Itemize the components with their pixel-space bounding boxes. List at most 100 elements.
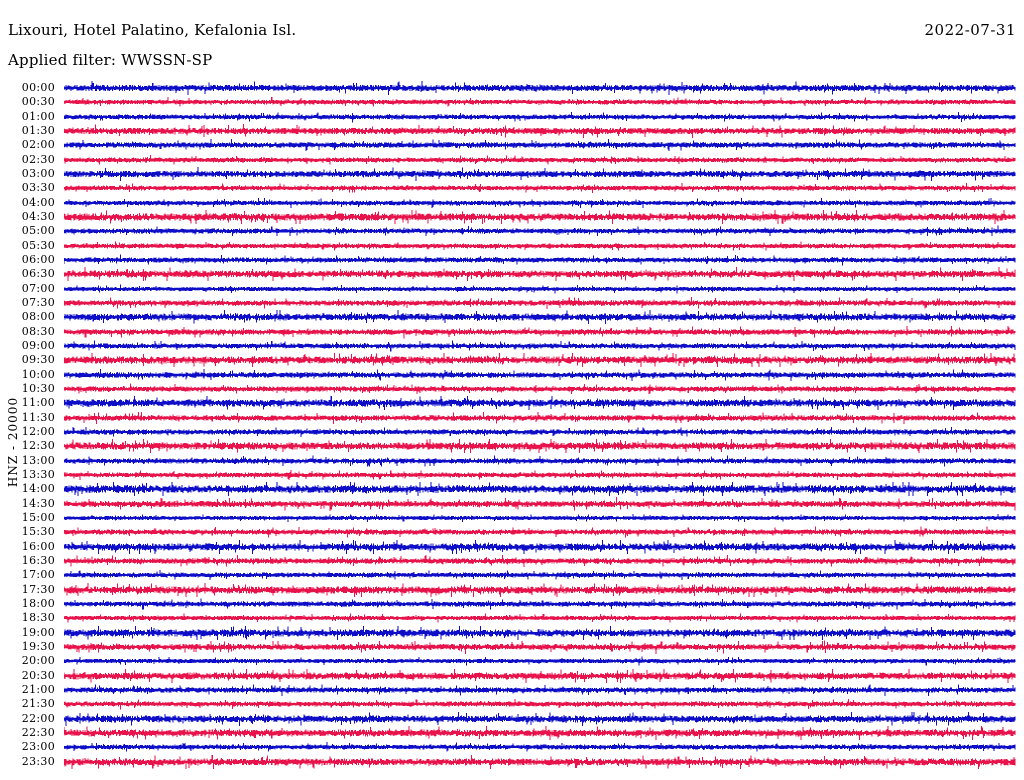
time-label: 11:30 — [21, 410, 55, 424]
time-label: 09:00 — [21, 339, 55, 353]
waveform-path — [64, 684, 1016, 697]
trace-row: 06:30 — [0, 267, 1016, 282]
trace-row: 23:00 — [0, 740, 1016, 754]
trace-row: 02:30 — [0, 153, 1016, 167]
trace-svg — [64, 226, 1016, 237]
trace-row: 04:30 — [0, 210, 1016, 224]
time-label: 17:00 — [21, 568, 55, 582]
trace-row: 03:00 — [0, 167, 1016, 181]
time-label: 02:00 — [21, 138, 55, 152]
waveform-path — [64, 526, 1016, 538]
trace-row: 22:00 — [0, 711, 1016, 726]
trace-svg — [64, 496, 1016, 511]
time-label: 23:30 — [21, 754, 55, 768]
time-label: 15:00 — [21, 511, 55, 524]
waveform-path — [64, 668, 1016, 683]
waveform-path — [64, 513, 1016, 522]
waveform-path — [64, 439, 1016, 454]
trace-row: 17:00 — [0, 568, 1016, 582]
trace-row: 14:00 — [0, 482, 1016, 497]
time-label: 22:30 — [21, 725, 55, 739]
time-label: 20:00 — [21, 654, 55, 668]
trace-svg — [64, 167, 1016, 181]
trace-row: 17:30 — [0, 582, 1016, 597]
trace-row: 15:30 — [0, 525, 1016, 539]
trace-svg — [64, 154, 1016, 165]
trace-svg — [64, 455, 1016, 467]
trace-row: 05:30 — [0, 239, 1016, 253]
trace-row: 09:30 — [0, 353, 1016, 368]
time-label: 03:30 — [21, 181, 55, 195]
trace-row: 11:00 — [0, 396, 1016, 411]
trace-row: 10:00 — [0, 368, 1016, 382]
time-label: 03:00 — [21, 167, 55, 181]
trace-row: 16:00 — [0, 540, 1016, 554]
time-label: 06:00 — [21, 253, 55, 267]
trace-svg — [64, 297, 1016, 310]
trace-row: 07:00 — [0, 282, 1016, 296]
trace-row: 02:00 — [0, 138, 1016, 152]
date-label: 2022-07-31 — [924, 21, 1016, 39]
time-label: 07:00 — [21, 281, 55, 295]
time-label: 00:00 — [21, 81, 55, 95]
time-label: 21:00 — [21, 682, 55, 696]
waveform-path — [64, 81, 1016, 95]
trace-row: 19:00 — [0, 625, 1016, 640]
trace-svg — [64, 325, 1016, 339]
waveform-path — [64, 656, 1016, 666]
time-label: 08:00 — [21, 310, 55, 324]
trace-svg — [64, 111, 1016, 123]
waveform-path — [64, 396, 1016, 411]
time-label: 22:00 — [21, 711, 55, 725]
trace-row: 20:30 — [0, 668, 1016, 683]
trace-svg — [64, 754, 1016, 769]
waveform-path — [64, 699, 1016, 710]
trace-row: 08:30 — [0, 325, 1016, 339]
trace-row: 23:30 — [0, 754, 1016, 769]
waveform-path — [64, 470, 1016, 481]
trace-svg — [64, 97, 1016, 108]
trace-svg — [64, 124, 1016, 138]
time-label: 07:30 — [21, 296, 55, 310]
trace-row: 08:00 — [0, 310, 1016, 325]
time-label: 20:30 — [21, 668, 55, 682]
trace-row: 12:30 — [0, 439, 1016, 454]
waveform-path — [64, 640, 1016, 654]
trace-svg — [64, 554, 1016, 567]
trace-svg — [64, 267, 1016, 282]
time-label: 14:30 — [21, 496, 55, 510]
trace-svg — [64, 582, 1016, 597]
time-label: 19:00 — [21, 625, 55, 639]
waveform-path — [64, 139, 1016, 152]
trace-svg — [64, 482, 1016, 497]
time-label: 15:30 — [21, 525, 55, 539]
time-label: 11:00 — [21, 396, 55, 410]
trace-row: 13:00 — [0, 454, 1016, 468]
waveform-path — [64, 226, 1016, 237]
trace-row: 11:30 — [0, 411, 1016, 425]
waveform-path — [64, 210, 1016, 224]
trace-svg — [64, 539, 1016, 554]
trace-svg — [64, 625, 1016, 640]
waveform-path — [64, 310, 1016, 325]
trace-svg — [64, 411, 1016, 424]
trace-svg — [64, 241, 1016, 251]
time-label: 16:00 — [21, 539, 55, 553]
trace-svg — [64, 396, 1016, 411]
trace-svg — [64, 368, 1016, 381]
waveform-path — [64, 554, 1016, 567]
waveform-path — [64, 111, 1016, 123]
trace-rows-container: 00:00 00:30 01:00 01:30 02:00 02:30 03:00 03:30… — [0, 81, 1016, 769]
trace-svg — [64, 711, 1016, 726]
waveform-path — [64, 711, 1016, 726]
trace-svg — [64, 353, 1016, 368]
trace-row: 09:00 — [0, 339, 1016, 353]
time-label: 19:30 — [21, 639, 55, 653]
trace-svg — [64, 699, 1016, 710]
trace-row: 21:00 — [0, 683, 1016, 697]
trace-svg — [64, 197, 1016, 208]
waveform-path — [64, 267, 1016, 282]
time-label: 16:30 — [21, 553, 55, 567]
trace-svg — [64, 439, 1016, 454]
time-label: 13:00 — [21, 453, 55, 467]
